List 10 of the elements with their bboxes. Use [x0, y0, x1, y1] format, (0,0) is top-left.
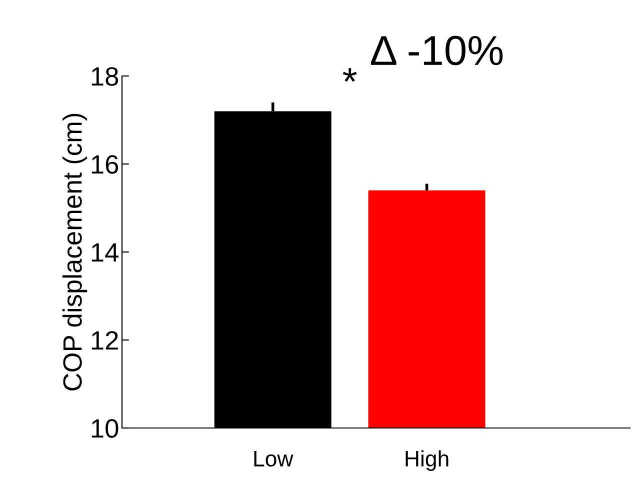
y-tick-label: 14: [92, 243, 118, 262]
y-tick-label: 18: [92, 67, 118, 86]
y-tick-label: 16: [92, 155, 118, 174]
annotation: *: [342, 68, 357, 82]
x-tick-label: Low: [254, 451, 294, 467]
y-tick-label: 12: [92, 331, 118, 350]
x-tick-label: High: [406, 450, 448, 471]
y-tick-label: 10: [92, 419, 118, 438]
chart-title: Δ -10%: [371, 36, 503, 66]
y-axis-title: COP displacement (cm): [62, 114, 88, 390]
